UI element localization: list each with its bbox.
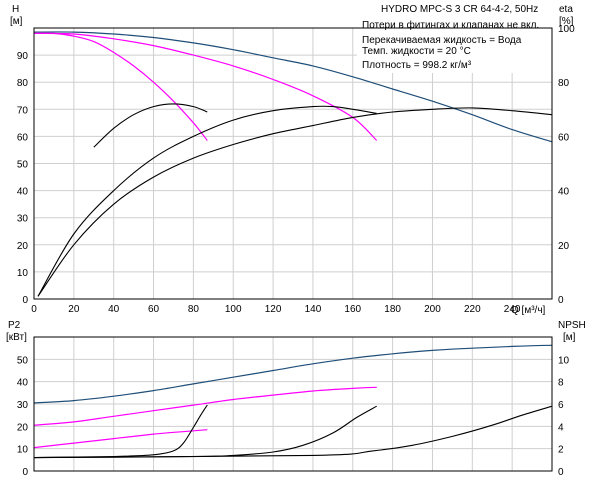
eta-axis-label: eta (559, 4, 573, 15)
npsh-axis-unit: [м] (563, 332, 576, 343)
right-tick-label: 0 (558, 295, 564, 306)
p2-axis-unit: [кВт] (6, 332, 27, 343)
left-tick-label: 40 (17, 187, 29, 198)
series-line (33, 31, 553, 143)
right-tick-label: 40 (558, 187, 570, 198)
x-tick-label: 220 (464, 304, 481, 315)
left-tick-label: 0 (22, 295, 28, 306)
eta-axis-unit: [%] (559, 16, 574, 27)
right-tick-label: 0 (558, 467, 564, 478)
series-line (33, 32, 208, 141)
chart-title: HYDRO MPC-S 3 CR 64-4-2, 50Hz (381, 4, 538, 15)
npsh-axis-label: NPSH (558, 320, 586, 331)
left-tick-label: 20 (17, 241, 29, 252)
left-tick-label: 70 (17, 105, 29, 116)
x-tick-label: 80 (188, 304, 200, 315)
series-line (33, 344, 553, 404)
series-line (33, 429, 208, 449)
series-line (37, 105, 377, 297)
left-tick-label: 90 (17, 51, 29, 62)
left-tick-label: 10 (17, 445, 29, 456)
left-tick-label: 30 (17, 214, 29, 225)
h-axis-label: H (12, 4, 19, 15)
x-tick-label: 160 (344, 304, 361, 315)
series-line (33, 404, 208, 459)
x-tick-label: 240 (504, 304, 521, 315)
right-tick-label: 60 (558, 132, 570, 143)
series-line (33, 405, 553, 459)
right-tick-label: 2 (558, 445, 564, 456)
info-box (357, 27, 554, 73)
q-axis-label: Q [м³/ч] (511, 305, 546, 316)
bottom-series (33, 344, 553, 459)
left-tick-label: 20 (17, 422, 29, 433)
left-tick-label: 50 (17, 160, 29, 171)
right-tick-label: 80 (558, 78, 570, 89)
x-tick-label: 0 (31, 304, 37, 315)
series-line (33, 386, 377, 426)
x-tick-label: 180 (384, 304, 401, 315)
left-tick-label: 30 (17, 400, 29, 411)
top-plot-frame (33, 27, 553, 300)
left-tick-label: 0 (22, 467, 28, 478)
bottom-plot-frame (33, 336, 553, 472)
info-line-1: Потери в фитингах и клапанах не вкл. (362, 19, 539, 31)
p2-axis-label: P2 (8, 320, 21, 331)
series-line (33, 32, 378, 141)
series-line (37, 107, 553, 297)
bottom-grid (34, 337, 552, 471)
x-tick-label: 20 (68, 304, 80, 315)
series-line (33, 405, 377, 459)
info-line-3: Темп. жидкости = 20 °C (362, 46, 471, 57)
right-tick-label: 100 (558, 24, 575, 35)
x-tick-label: 140 (305, 304, 322, 315)
left-tick-label: 60 (17, 132, 29, 143)
x-tick-label: 60 (148, 304, 160, 315)
x-tick-label: 120 (265, 304, 282, 315)
right-tick-label: 6 (558, 400, 564, 411)
left-tick-label: 80 (17, 78, 29, 89)
info-line-4: Плотность = 998.2 кг/м³ (362, 60, 472, 71)
top-grid (34, 28, 552, 299)
info-line-2: Перекачиваемая жидкость = Вода (362, 35, 522, 46)
top-series (33, 31, 553, 297)
left-tick-label: 50 (17, 355, 29, 366)
h-axis-unit: [м] (10, 16, 23, 27)
right-tick-label: 10 (558, 355, 570, 366)
x-tick-label: 40 (108, 304, 120, 315)
series-line (93, 103, 208, 148)
right-tick-label: 4 (558, 422, 564, 433)
x-tick-label: 200 (424, 304, 441, 315)
left-tick-label: 10 (17, 268, 29, 279)
left-tick-label: 40 (17, 378, 29, 389)
x-tick-label: 100 (225, 304, 242, 315)
right-tick-label: 20 (558, 241, 570, 252)
right-tick-label: 8 (558, 378, 564, 389)
